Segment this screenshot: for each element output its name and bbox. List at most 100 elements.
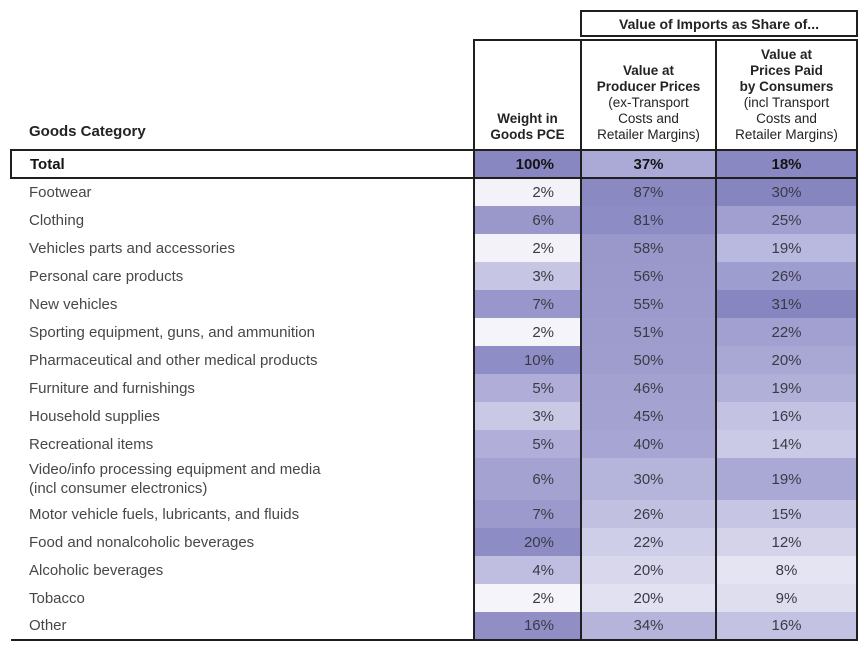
category-cell: Footwear <box>11 178 474 206</box>
value-cell: 3% <box>473 262 581 290</box>
value-cell: 45% <box>580 402 716 430</box>
value-cell: 7% <box>473 500 581 528</box>
value-cell: 16% <box>473 612 581 641</box>
value-cell: 2% <box>473 318 581 346</box>
table-row: Other 16% 34% 16% <box>11 612 859 641</box>
table-row: Alcoholic beverages 4% 20% 8% <box>11 556 859 584</box>
value-cell: 56% <box>580 262 716 290</box>
value-cell: 58% <box>580 234 716 262</box>
table-row: Food and nonalcoholic beverages 20% 22% 12% <box>11 528 859 556</box>
category-cell: Personal care products <box>11 262 474 290</box>
column-header-line: Goods PCE <box>490 127 565 142</box>
column-header-value-at-consumer-prices: Value at Prices Paid by Consumers (incl Tra… <box>714 39 859 151</box>
table-row: Pharmaceutical and other medical product… <box>11 346 859 374</box>
category-cell: Vehicles parts and accessories <box>11 234 474 262</box>
value-cell: 6% <box>473 458 581 500</box>
total-row: Total 100% 37% 18% <box>10 149 859 179</box>
value-cell: 20% <box>473 528 581 556</box>
spanner-empty-cell <box>474 11 581 36</box>
column-header-line: Value at <box>622 63 675 78</box>
table-row: New vehicles 7% 55% 31% <box>11 290 859 318</box>
table-row: Sporting equipment, guns, and ammunition… <box>11 318 859 346</box>
value-cell: 2% <box>473 178 581 206</box>
value-cell: 18% <box>714 149 859 179</box>
value-cell: 34% <box>580 612 716 641</box>
column-header-line: Value at <box>760 47 813 62</box>
value-cell: 30% <box>714 178 859 206</box>
value-cell: 22% <box>580 528 716 556</box>
column-header-weight-in-goods-pce: Weight in Goods PCE <box>473 39 582 151</box>
value-cell: 20% <box>580 584 716 612</box>
goods-category-header: Goods Category <box>29 123 146 140</box>
value-cell: 2% <box>473 584 581 612</box>
category-cell: Recreational items <box>11 430 474 458</box>
value-cell: 3% <box>473 402 581 430</box>
value-cell: 12% <box>714 528 859 556</box>
table-row: Recreational items 5% 40% 14% <box>11 430 859 458</box>
table-row: Household supplies 3% 45% 16% <box>11 402 859 430</box>
category-cell: Household supplies <box>11 402 474 430</box>
category-cell: Sporting equipment, guns, and ammunition <box>11 318 474 346</box>
value-cell: 26% <box>580 500 716 528</box>
column-header-line: by Consumers <box>739 79 834 94</box>
value-cell: 25% <box>714 206 859 234</box>
column-header-subline: (incl Transport <box>743 95 830 110</box>
table-row: Furniture and furnishings 5% 46% 19% <box>11 374 859 402</box>
category-cell: Motor vehicle fuels, lubricants, and flu… <box>11 500 474 528</box>
category-cell: Other <box>11 612 474 641</box>
value-cell: 4% <box>473 556 581 584</box>
value-cell: 7% <box>473 290 581 318</box>
value-cell: 8% <box>714 556 859 584</box>
category-cell: Tobacco <box>11 584 474 612</box>
category-cell: Furniture and furnishings <box>11 374 474 402</box>
value-cell: 37% <box>580 149 716 179</box>
spanner-row: Value of Imports as Share of... <box>11 10 859 37</box>
value-cell: 50% <box>580 346 716 374</box>
category-cell: Total <box>10 149 474 179</box>
table-row: Video/info processing equipment and medi… <box>11 458 859 500</box>
category-cell: Video/info processing equipment and medi… <box>11 458 474 500</box>
imports-share-table: Value of Imports as Share of... Goods Ca… <box>10 10 859 641</box>
column-header-line: Weight in <box>497 111 558 126</box>
value-cell: 2% <box>473 234 581 262</box>
value-cell: 22% <box>714 318 859 346</box>
value-cell: 30% <box>580 458 716 500</box>
value-cell: 5% <box>473 374 581 402</box>
value-cell: 87% <box>580 178 716 206</box>
category-cell: Alcoholic beverages <box>11 556 474 584</box>
value-cell: 100% <box>473 149 581 179</box>
category-cell: Clothing <box>11 206 474 234</box>
value-cell: 81% <box>580 206 716 234</box>
value-cell: 26% <box>714 262 859 290</box>
column-header-value-at-producer-prices: Value at Producer Prices (ex-Transport Cost… <box>580 39 717 151</box>
category-cell: New vehicles <box>11 290 474 318</box>
value-cell: 6% <box>473 206 581 234</box>
value-cell: 14% <box>714 430 859 458</box>
column-header-line: Producer Prices <box>596 79 701 94</box>
column-header-row: Goods Category Weight in Goods PCE Value … <box>11 39 859 151</box>
value-cell: 20% <box>714 346 859 374</box>
table-row: Personal care products 3% 56% 26% <box>11 262 859 290</box>
table-row: Vehicles parts and accessories 2% 58% 19% <box>11 234 859 262</box>
value-cell: 55% <box>580 290 716 318</box>
table-row: Clothing 6% 81% 25% <box>11 206 859 234</box>
column-header-subline: Retailer Margins) <box>735 127 838 142</box>
value-cell: 16% <box>714 402 859 430</box>
value-cell: 15% <box>714 500 859 528</box>
column-header-subline: Costs and <box>618 111 679 126</box>
column-header-subline: Costs and <box>756 111 817 126</box>
category-cell: Food and nonalcoholic beverages <box>11 528 474 556</box>
value-cell: 10% <box>473 346 581 374</box>
category-cell: Pharmaceutical and other medical product… <box>11 346 474 374</box>
spanner-header: Value of Imports as Share of... <box>579 10 859 37</box>
table-row: Tobacco 2% 20% 9% <box>11 584 859 612</box>
table-row: Footwear 2% 87% 30% <box>11 178 859 206</box>
value-cell: 19% <box>714 374 859 402</box>
value-cell: 19% <box>714 234 859 262</box>
value-cell: 31% <box>714 290 859 318</box>
column-header-line: Prices Paid <box>750 63 823 78</box>
column-header-subline: Retailer Margins) <box>597 127 700 142</box>
value-cell: 46% <box>580 374 716 402</box>
value-cell: 9% <box>714 584 859 612</box>
